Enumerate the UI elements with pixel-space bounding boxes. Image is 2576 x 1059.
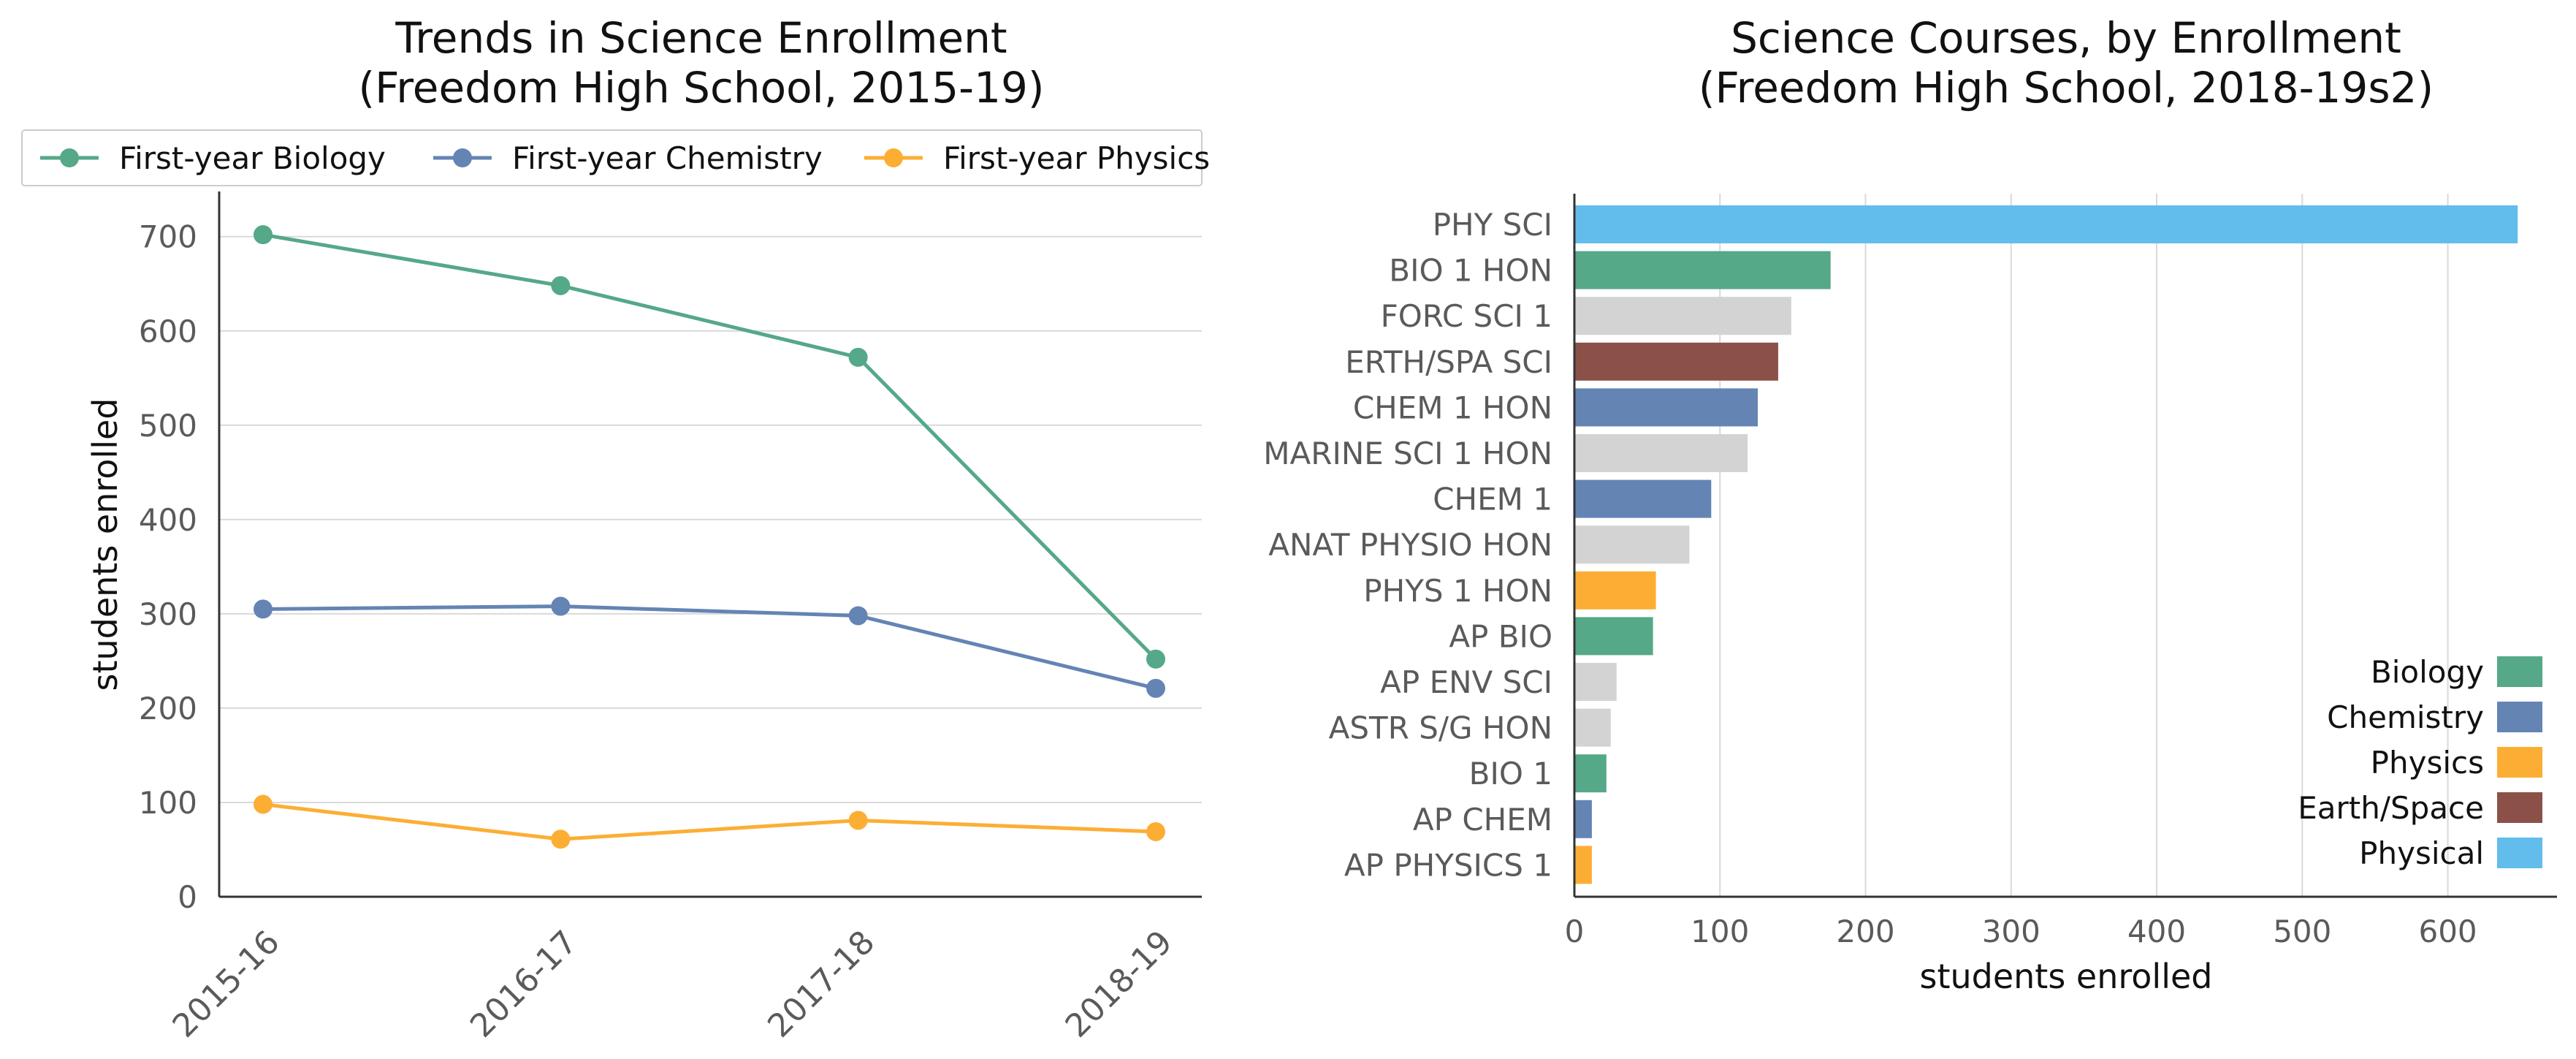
legend-swatch xyxy=(2497,838,2542,868)
data-point xyxy=(551,830,571,849)
y-tick-label: 400 xyxy=(139,502,197,538)
legend-label: First-year Physics xyxy=(943,140,1210,176)
x-tick-label: 2018-19 xyxy=(1059,924,1180,1045)
chart-title-line: (Freedom High School, 2015-19) xyxy=(358,63,1044,113)
bar-legend: Biology Chemistry Physics Earth/Space Physic… xyxy=(2298,654,2542,871)
category-label: MARINE SCI 1 HON xyxy=(1263,436,1552,471)
bar xyxy=(1574,342,1778,381)
bar xyxy=(1574,525,1690,564)
legend-swatch xyxy=(2497,702,2542,732)
category-label: ASTR S/G HON xyxy=(1329,710,1552,746)
legend-swatch xyxy=(2497,792,2542,823)
legend-swatch xyxy=(2497,656,2542,687)
y-tick-label: 100 xyxy=(139,785,197,821)
bar xyxy=(1574,617,1653,656)
data-point xyxy=(254,225,273,245)
bar xyxy=(1574,388,1758,427)
legend-label: Earth/Space xyxy=(2298,790,2484,826)
series-line xyxy=(262,232,1157,661)
category-label: AP ENV SCI xyxy=(1380,664,1552,700)
category-label: AP CHEM xyxy=(1413,802,1552,838)
y-tick-label: 300 xyxy=(139,596,197,632)
bar xyxy=(1574,297,1791,335)
chart-title-line: Science Courses, by Enrollment xyxy=(1731,13,2401,63)
data-point xyxy=(254,794,273,814)
data-point xyxy=(1146,821,1165,841)
category-label: FORC SCI 1 xyxy=(1381,298,1552,334)
x-tick-label: 100 xyxy=(1691,914,1749,949)
bar xyxy=(1574,205,2518,243)
legend-label: Biology xyxy=(2371,654,2484,690)
x-axis-label: students enrolled xyxy=(1920,957,2213,996)
y-axis-label: students enrolled xyxy=(85,398,125,691)
bar xyxy=(1574,800,1592,838)
bar xyxy=(1574,708,1611,747)
data-point xyxy=(551,596,571,616)
y-tick-label: 500 xyxy=(139,408,197,444)
data-point xyxy=(848,606,868,626)
x-tick-label: 200 xyxy=(1836,914,1894,949)
x-tick-label: 2015-16 xyxy=(166,924,287,1045)
data-point xyxy=(848,347,868,367)
category-label: AP BIO xyxy=(1449,618,1552,654)
category-label: PHY SCI xyxy=(1433,207,1552,243)
category-label: AP PHYSICS 1 xyxy=(1344,847,1552,883)
legend-frame xyxy=(21,129,1203,186)
bar xyxy=(1574,434,1748,472)
y-tick-label: 700 xyxy=(139,219,197,255)
data-point xyxy=(254,599,273,619)
line-chart: Trends in Science Enrollment(Freedom Hig… xyxy=(21,13,1210,1045)
legend-label: Chemistry xyxy=(2327,699,2484,735)
data-point xyxy=(551,276,571,295)
category-label: CHEM 1 HON xyxy=(1353,390,1552,425)
category-label: ANAT PHYSIO HON xyxy=(1268,527,1552,563)
bar-chart: Science Courses, by Enrollment(Freedom H… xyxy=(1263,13,2557,996)
bar xyxy=(1574,754,1607,793)
y-tick-label: 600 xyxy=(139,314,197,349)
data-point xyxy=(1146,649,1165,669)
x-tick-label: 600 xyxy=(2418,914,2477,949)
legend-marker xyxy=(884,148,903,167)
chart-title-line: Trends in Science Enrollment xyxy=(395,13,1007,63)
legend-label: Physical xyxy=(2359,835,2484,871)
category-label: CHEM 1 xyxy=(1433,482,1552,517)
legend-marker xyxy=(453,148,472,167)
bar xyxy=(1574,251,1831,289)
legend-marker xyxy=(60,148,79,167)
legend-label: First-year Biology xyxy=(119,140,386,176)
category-label: PHYS 1 HON xyxy=(1363,573,1552,609)
bar xyxy=(1574,846,1592,884)
y-tick-label: 0 xyxy=(178,879,197,915)
series-line xyxy=(262,802,1156,841)
data-point xyxy=(848,811,868,830)
x-tick-label: 2017-18 xyxy=(761,924,882,1045)
x-tick-label: 300 xyxy=(1982,914,2040,949)
category-label: BIO 1 xyxy=(1469,756,1552,792)
legend-label: Physics xyxy=(2371,745,2484,781)
x-tick-label: 2016-17 xyxy=(463,924,584,1045)
x-tick-label: 500 xyxy=(2273,914,2331,949)
x-tick-label: 0 xyxy=(1565,914,1585,949)
line-legend: First-year Biology First-year Chemistry Fi… xyxy=(21,129,1210,186)
x-tick-label: 400 xyxy=(2127,914,2186,949)
bar xyxy=(1574,571,1656,610)
bar xyxy=(1574,479,1712,518)
data-point xyxy=(1146,678,1165,698)
category-label: ERTH/SPA SCI xyxy=(1345,344,1552,380)
series-line xyxy=(262,604,1156,691)
bar xyxy=(1574,663,1617,701)
y-tick-label: 200 xyxy=(139,691,197,726)
category-label: BIO 1 HON xyxy=(1389,253,1552,289)
chart-title-line: (Freedom High School, 2018-19s2) xyxy=(1699,63,2434,113)
legend-label: First-year Chemistry xyxy=(512,140,823,176)
legend-swatch xyxy=(2497,747,2542,778)
